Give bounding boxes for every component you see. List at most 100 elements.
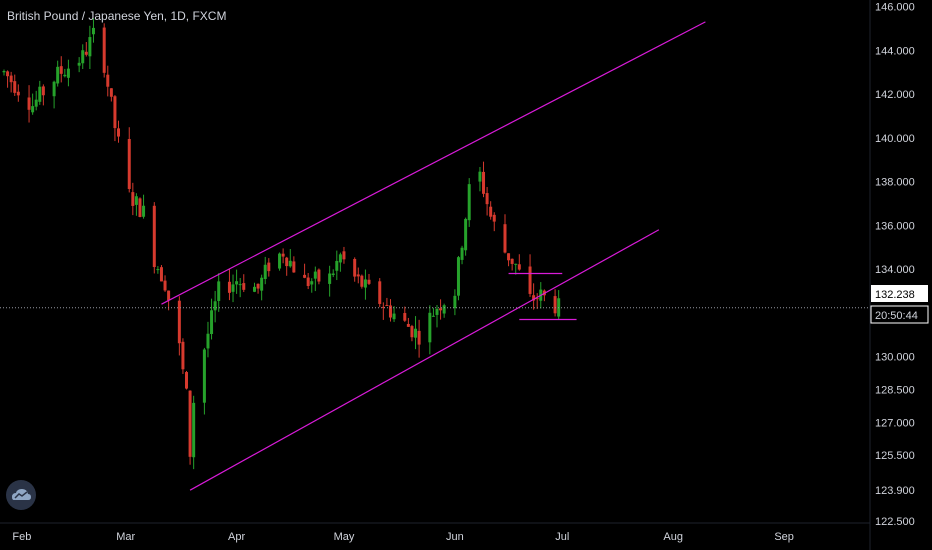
candle-body bbox=[417, 330, 421, 345]
candle-body bbox=[489, 206, 493, 217]
y-tick-label: 128.500 bbox=[875, 385, 915, 397]
candle-body bbox=[142, 205, 146, 217]
candle-body bbox=[66, 68, 70, 78]
candle-body bbox=[213, 301, 217, 311]
candle-body bbox=[227, 281, 231, 293]
candle-body bbox=[113, 96, 117, 129]
y-tick-label: 138.000 bbox=[875, 177, 915, 189]
candle-body bbox=[159, 267, 163, 282]
x-tick-label: Feb bbox=[12, 531, 31, 543]
candle-body bbox=[485, 193, 489, 205]
candle-body bbox=[353, 258, 357, 277]
candle-body bbox=[106, 74, 110, 87]
candle-body bbox=[310, 281, 314, 285]
candle-body bbox=[181, 341, 185, 370]
candle-body bbox=[467, 184, 471, 221]
candle-body bbox=[288, 260, 292, 267]
candle-body bbox=[127, 139, 131, 189]
y-tick-label: 146.000 bbox=[875, 2, 915, 14]
y-tick-label: 142.000 bbox=[875, 89, 915, 101]
candle-body bbox=[514, 263, 518, 265]
candle-body bbox=[109, 88, 113, 97]
candle-body bbox=[360, 275, 364, 287]
y-tick-label: 140.000 bbox=[875, 133, 915, 145]
candle-body bbox=[6, 71, 10, 77]
candle-body bbox=[414, 328, 418, 338]
candle-body bbox=[256, 283, 260, 289]
candle-body bbox=[88, 37, 92, 57]
candle-body bbox=[202, 349, 206, 403]
candle-body bbox=[152, 205, 156, 268]
y-tick-label: 123.900 bbox=[875, 485, 915, 497]
candle-body bbox=[210, 310, 214, 335]
y-tick-label: 130.000 bbox=[875, 352, 915, 364]
candle-body bbox=[367, 279, 371, 284]
candle-body bbox=[134, 196, 138, 205]
candle-body bbox=[428, 312, 432, 343]
candle-body bbox=[410, 326, 414, 338]
candle-body bbox=[260, 277, 264, 291]
candle-body bbox=[56, 66, 60, 84]
candle-body bbox=[460, 247, 464, 260]
candle-body bbox=[381, 306, 385, 308]
candle-body bbox=[263, 264, 267, 280]
candle-body bbox=[317, 269, 321, 282]
y-tick-label: 125.500 bbox=[875, 450, 915, 462]
candle-body bbox=[478, 171, 482, 182]
candle-body bbox=[342, 251, 346, 260]
price-axis: 146.000 144.000 142.000 140.000 138.000 136.0… bbox=[875, 2, 915, 528]
candle-body bbox=[267, 262, 271, 272]
candle-body bbox=[41, 86, 45, 96]
y-tick-label: 136.000 bbox=[875, 220, 915, 232]
candle-body bbox=[464, 218, 468, 251]
candle-body bbox=[453, 295, 457, 309]
candle-body bbox=[81, 50, 85, 64]
candle-body bbox=[285, 257, 289, 267]
candle-body bbox=[13, 81, 17, 93]
x-tick-label: Jul bbox=[555, 531, 569, 543]
candle-body bbox=[278, 253, 282, 269]
candle-body bbox=[553, 296, 557, 314]
candle-body bbox=[439, 308, 443, 311]
channel-lines bbox=[161, 21, 706, 491]
candle-body bbox=[406, 323, 410, 327]
candle-body bbox=[303, 274, 307, 278]
candle-body bbox=[385, 305, 389, 307]
candle-body bbox=[16, 91, 20, 96]
candle-body bbox=[52, 81, 56, 97]
x-tick-label: Sep bbox=[774, 531, 794, 543]
candle-body bbox=[328, 273, 332, 284]
y-tick-label: 127.000 bbox=[875, 417, 915, 429]
candle-body bbox=[177, 300, 181, 344]
candle-body bbox=[217, 281, 221, 301]
candle-body bbox=[388, 305, 392, 318]
price-badge: 132.238 20:50:44 bbox=[870, 285, 929, 324]
candle-body bbox=[235, 281, 239, 285]
candle-body bbox=[403, 313, 407, 321]
candle-body bbox=[31, 106, 35, 113]
candle-body bbox=[188, 390, 192, 457]
time-axis: Feb Mar Apr May Jun Jul Aug Sep bbox=[12, 531, 793, 543]
candle-body bbox=[338, 254, 342, 263]
candle-body bbox=[102, 27, 106, 73]
x-tick-label: Aug bbox=[663, 531, 683, 543]
candle-body bbox=[313, 271, 317, 279]
candle-body bbox=[517, 264, 521, 270]
candle-body bbox=[231, 284, 235, 292]
candle-body bbox=[38, 86, 42, 102]
candle-body bbox=[91, 27, 95, 35]
candle-body bbox=[2, 71, 6, 73]
candle-body bbox=[252, 286, 256, 292]
candle-body bbox=[156, 269, 160, 271]
candle-body bbox=[206, 333, 210, 349]
tradingview-logo[interactable] bbox=[6, 480, 36, 510]
candle-body bbox=[331, 273, 335, 275]
channel-trendline[interactable] bbox=[189, 229, 660, 491]
candle-body bbox=[456, 257, 460, 296]
candle-body bbox=[63, 74, 67, 77]
last-price-label: 132.238 bbox=[875, 289, 915, 301]
candle-body bbox=[503, 224, 507, 253]
candle-body bbox=[532, 295, 536, 301]
channel-trendline[interactable] bbox=[161, 21, 706, 305]
